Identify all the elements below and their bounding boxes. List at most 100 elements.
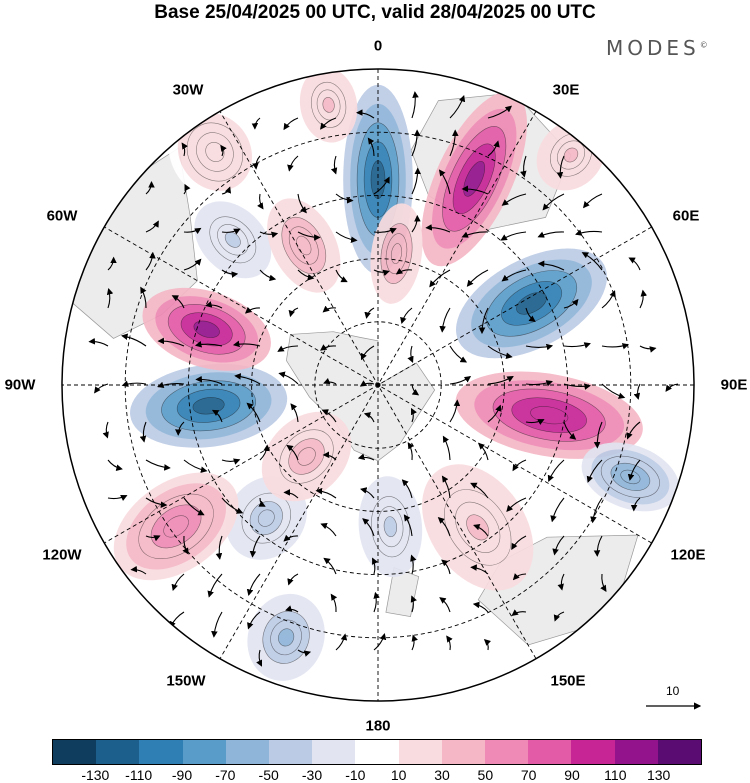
wind-vector	[252, 155, 261, 170]
positive-anomaly	[299, 69, 358, 143]
wind-vector	[449, 375, 472, 385]
lon-label-120e: 120E	[670, 546, 706, 564]
wind-vector	[145, 459, 171, 471]
wind-vector	[232, 340, 261, 348]
colorbar-swatch	[441, 740, 486, 764]
wind-vector	[183, 183, 191, 195]
wind-vector	[258, 497, 266, 507]
colorbar-swatch	[614, 740, 658, 764]
wind-vector	[601, 343, 630, 350]
wind-vector	[183, 258, 202, 271]
wind-vector	[586, 459, 603, 483]
wind-vector	[487, 105, 513, 119]
wind-vector	[411, 407, 417, 423]
wind-vector	[356, 109, 375, 119]
wind-vector	[590, 497, 603, 524]
wind-vector	[323, 377, 337, 385]
wind-vector	[283, 534, 299, 542]
wind-vector	[373, 633, 387, 651]
colorbar-swatch	[53, 740, 97, 764]
wind-vector	[259, 269, 277, 282]
wind-vector	[171, 295, 185, 309]
wind-vector	[285, 605, 299, 613]
wind-vector	[506, 497, 527, 513]
wind-vector	[411, 214, 421, 233]
wind-vector	[563, 421, 577, 440]
colorbar	[52, 739, 702, 765]
wind-vector	[140, 286, 147, 309]
wind-vector	[449, 399, 461, 423]
wind-vector	[449, 129, 459, 157]
wind-vector	[106, 287, 114, 309]
colorbar-swatch	[225, 740, 270, 764]
wind-vector	[628, 257, 641, 271]
wind-vector	[182, 535, 189, 555]
wind-vector	[626, 421, 641, 440]
colorbar-label: -10	[345, 767, 366, 783]
wind-vector	[441, 475, 451, 499]
wind-vector	[537, 231, 565, 238]
lon-label-60w: 60W	[46, 207, 78, 225]
wind-vector	[461, 185, 489, 195]
wind-vector	[321, 409, 337, 423]
lat-lon-grid	[62, 69, 694, 701]
colorbar-labels: -130 -110 -90 -70 -50 -30 -10 10 30 50 70 90 110 130	[0, 767, 750, 783]
positive-anomaly	[113, 472, 239, 581]
wind-vector	[583, 193, 603, 209]
wind-vector	[395, 268, 413, 275]
wind-vector	[290, 403, 299, 423]
wind-vector	[121, 333, 147, 347]
wind-vector	[335, 269, 348, 283]
wind-vector	[525, 380, 553, 387]
wind-vector	[297, 649, 312, 657]
wind-vector	[277, 345, 299, 352]
wind-vector	[102, 421, 109, 439]
wind-vector	[525, 419, 545, 426]
wind-vector	[550, 497, 565, 523]
positive-anomaly	[370, 203, 423, 304]
lon-label-60e: 60E	[672, 207, 700, 225]
wind-vector	[487, 345, 513, 360]
wind-vector	[94, 383, 109, 394]
colorbar-swatch	[398, 740, 442, 764]
positive-anomaly	[142, 287, 271, 371]
wind-vector	[171, 573, 185, 592]
wind-vector	[297, 193, 307, 214]
wind-vector	[563, 298, 579, 309]
wind-vector	[441, 559, 451, 575]
wind-vector	[215, 535, 223, 560]
wind-vector	[461, 231, 489, 238]
wind-vector	[442, 435, 451, 461]
colorbar-label: 10	[390, 767, 407, 783]
wind-vector	[362, 518, 375, 537]
wind-vector	[145, 497, 168, 509]
wind-vector	[487, 376, 514, 385]
colorbar-label: -90	[171, 767, 193, 783]
reference-vector-label: 10	[666, 684, 680, 698]
colorbar-swatch	[269, 740, 313, 764]
wind-vector	[470, 482, 489, 499]
wind-vector	[259, 231, 279, 239]
wind-vector	[107, 494, 128, 501]
wind-vector	[593, 535, 603, 557]
wind-vector	[297, 231, 321, 241]
wind-vector	[542, 193, 565, 211]
wind-vector	[575, 229, 603, 236]
wind-vector	[581, 252, 603, 271]
wind-vector	[627, 459, 641, 481]
wind-vector	[249, 535, 261, 558]
wind-vector	[221, 228, 241, 235]
wind-vector	[373, 269, 390, 277]
lon-label-150e: 150E	[550, 672, 586, 690]
brand-text: MODES	[606, 36, 700, 60]
wind-vector	[183, 459, 208, 473]
wind-vector	[211, 611, 223, 638]
wind-vector	[511, 535, 527, 551]
wind-vector	[145, 181, 155, 195]
wind-vector	[407, 442, 414, 461]
wind-vector	[320, 522, 337, 537]
wind-vector	[437, 516, 451, 537]
wind-vector	[373, 176, 390, 195]
wind-vector	[221, 497, 244, 514]
negative-anomaly	[194, 201, 272, 279]
